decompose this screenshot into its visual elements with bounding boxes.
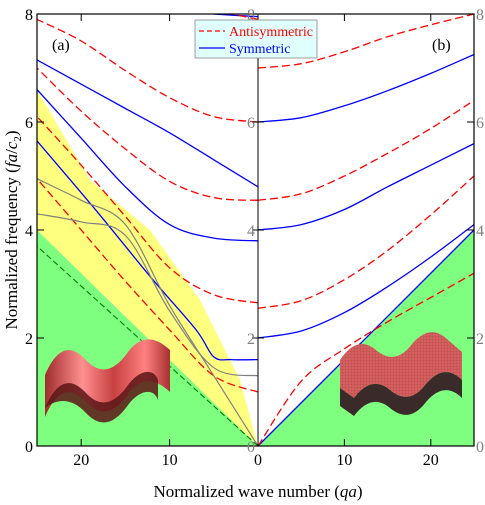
legend-box	[194, 19, 318, 59]
x-tick-label-b: 0	[254, 452, 262, 469]
y-tick-label-left: 8	[25, 7, 33, 24]
x-tick-label-a: 10	[162, 452, 178, 469]
y-tick-label-center: 4	[247, 223, 255, 240]
panel-label-b: (b)	[432, 37, 451, 54]
panel-a-gray-curve-10	[37, 213, 259, 377]
y-tick-label-right: 4	[476, 223, 484, 240]
y-tick-label-right: 2	[476, 331, 484, 348]
y-tick-label-center: 6	[247, 115, 255, 132]
panel-a-symmetric-curve-3	[37, 89, 259, 242]
y-tick-label-left: 4	[25, 223, 33, 240]
x-tick-label-b: 20	[423, 452, 439, 469]
y-tick-label-left: 0	[25, 439, 33, 456]
y-tick-label-right: 8	[476, 7, 484, 24]
panel-a-antisymmetric-curve-6	[37, 18, 259, 123]
x-tick-label-b: 10	[336, 452, 352, 469]
y-axis-label: Normalized frequency (fa/c2)	[2, 130, 24, 329]
panel-b-symmetric-curve-0	[257, 229, 474, 446]
slab-illustration-left	[45, 339, 170, 423]
panel-a-antisymmetric-curve-4	[37, 67, 259, 201]
panel-b-antisymmetric-curve-3	[257, 175, 474, 309]
y-tick-label-right: 6	[476, 115, 484, 132]
panel-a-symmetric-curve-1	[37, 140, 259, 361]
slab-illustration-right	[340, 332, 462, 416]
panel-a-antisymmetric-curve-8	[227, 14, 259, 21]
panel-b-antisymmetric-curve-1	[257, 272, 474, 446]
legend-antisymmetric-label: Antisymmetric	[229, 25, 313, 40]
panel-a-symmetric-curve-7	[207, 14, 259, 18]
panel-a-antisymmetric-curve-0	[37, 178, 259, 393]
panel-a-antisymmetric-curve-2	[37, 116, 259, 304]
y-tick-label-center: 0	[247, 439, 255, 456]
legend: Antisymmetric Symmetric	[194, 19, 318, 59]
y-tick-label-center: 2	[247, 331, 255, 348]
panel-b-symmetric-curve-4	[257, 143, 474, 231]
panel-a-gray-curve-9	[37, 178, 259, 446]
panel-b-symmetric-curve-6	[257, 53, 474, 123]
x-axis-label: Normalized wave number (qa)	[153, 482, 362, 501]
y-tick-label-left: 6	[25, 115, 33, 132]
panel-label-a: (a)	[52, 37, 70, 54]
y-tick-label-left: 2	[25, 331, 33, 348]
panel-b-antisymmetric-curve-5	[257, 99, 474, 201]
x-tick-label-a: 20	[73, 452, 89, 469]
y-tick-label-center: 8	[247, 7, 255, 24]
panel-b-symmetric-curve-2	[257, 224, 474, 339]
y-tick-label-right: 0	[476, 439, 484, 456]
legend-symmetric-label: Symmetric	[229, 42, 290, 57]
panel-a-symmetric-curve-5	[37, 59, 259, 188]
panel-b-antisymmetric-curve-7	[257, 14, 474, 69]
